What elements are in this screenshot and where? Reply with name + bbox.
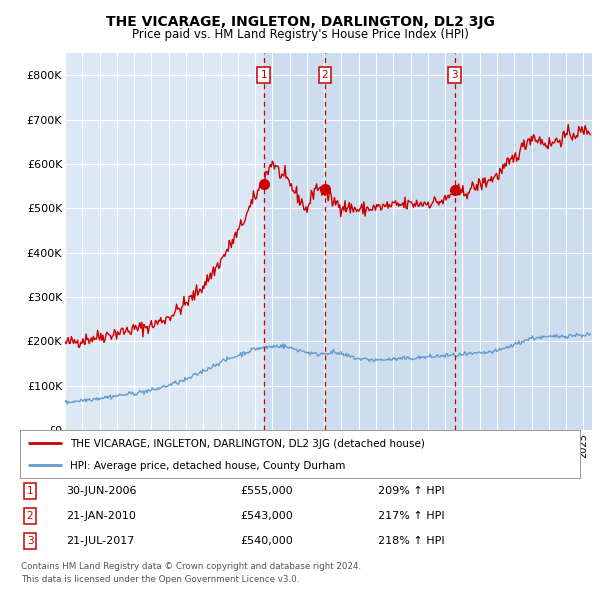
Text: 3: 3	[26, 536, 34, 546]
Text: THE VICARAGE, INGLETON, DARLINGTON, DL2 3JG: THE VICARAGE, INGLETON, DARLINGTON, DL2 …	[106, 15, 494, 29]
Text: 2: 2	[322, 70, 328, 80]
Bar	[264, 53, 325, 430]
Text: 30-JUN-2006: 30-JUN-2006	[66, 486, 137, 496]
Text: 21-JAN-2010: 21-JAN-2010	[66, 511, 136, 521]
Text: 218% ↑ HPI: 218% ↑ HPI	[378, 536, 445, 546]
Text: THE VICARAGE, INGLETON, DARLINGTON, DL2 3JG (detached house): THE VICARAGE, INGLETON, DARLINGTON, DL2 …	[70, 439, 425, 449]
Text: 21-JUL-2017: 21-JUL-2017	[66, 536, 134, 546]
Text: 2: 2	[26, 511, 34, 521]
Text: £540,000: £540,000	[240, 536, 293, 546]
Text: HPI: Average price, detached house, County Durham: HPI: Average price, detached house, Coun…	[70, 461, 346, 471]
Text: £555,000: £555,000	[240, 486, 293, 496]
Bar	[455, 53, 592, 430]
Text: Price paid vs. HM Land Registry's House Price Index (HPI): Price paid vs. HM Land Registry's House …	[131, 28, 469, 41]
Text: 217% ↑ HPI: 217% ↑ HPI	[378, 511, 445, 521]
Text: £543,000: £543,000	[240, 511, 293, 521]
Text: Contains HM Land Registry data © Crown copyright and database right 2024.: Contains HM Land Registry data © Crown c…	[21, 562, 361, 571]
Text: 1: 1	[26, 486, 34, 496]
Text: This data is licensed under the Open Government Licence v3.0.: This data is licensed under the Open Gov…	[21, 575, 299, 584]
Bar	[325, 53, 455, 430]
Text: 3: 3	[451, 70, 458, 80]
Text: 209% ↑ HPI: 209% ↑ HPI	[378, 486, 445, 496]
Text: 1: 1	[260, 70, 267, 80]
